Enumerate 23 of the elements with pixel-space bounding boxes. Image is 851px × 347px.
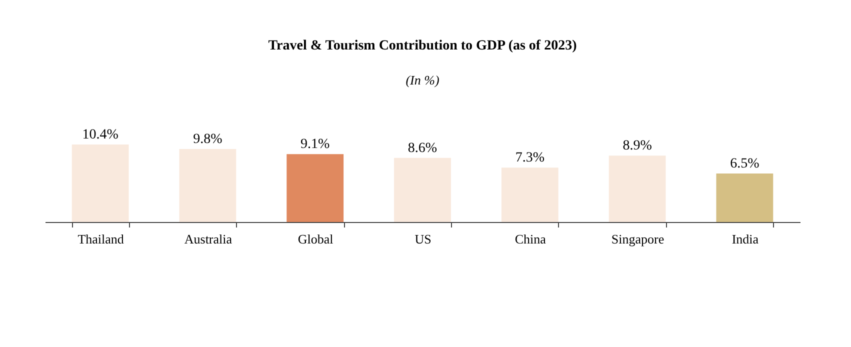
x-tick-label: Australia [184, 232, 232, 246]
data-label: 10.4% [82, 127, 119, 142]
bar [716, 174, 774, 222]
x-tick-label: China [514, 232, 546, 246]
x-tick-label: Thailand [78, 232, 124, 246]
bar [501, 168, 558, 222]
chart-title: Travel & Tourism Contribution to GDP (as of 2023) [268, 38, 578, 54]
bar [608, 156, 666, 222]
bar [179, 148, 236, 222]
data-label: 8.9% [622, 138, 652, 154]
data-label: 9.1% [300, 137, 330, 152]
bar [286, 154, 344, 222]
data-label: 6.5% [730, 156, 760, 172]
data-label: 7.3% [515, 150, 545, 166]
bar [394, 158, 451, 222]
x-tick-label: US [414, 232, 432, 246]
data-label: 8.6% [408, 140, 438, 156]
chart-subtitle: (In %) [406, 72, 440, 88]
bar [72, 144, 129, 222]
x-tick-label: India [732, 232, 759, 246]
data-label: 9.8% [193, 132, 223, 147]
x-tick-label: Global [298, 232, 334, 246]
x-tick-label: Singapore [611, 232, 664, 246]
